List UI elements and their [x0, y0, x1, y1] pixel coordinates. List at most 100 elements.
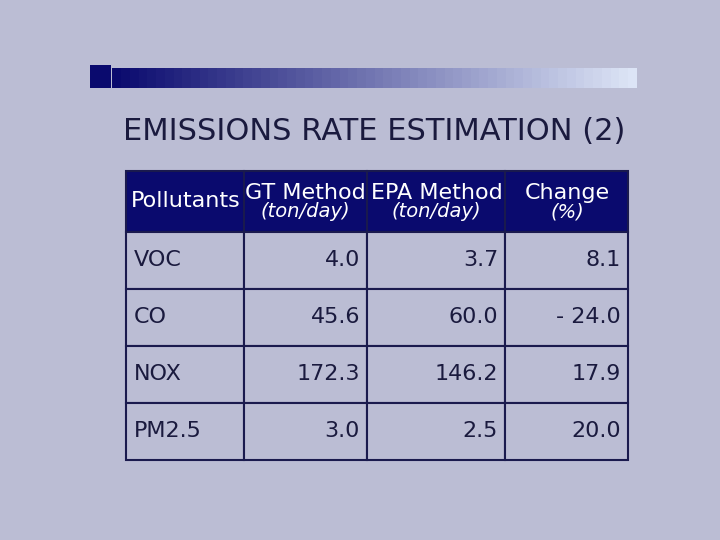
Text: (%): (%) — [550, 202, 584, 221]
Bar — [515, 68, 523, 87]
Text: 4.0: 4.0 — [325, 250, 360, 270]
Bar — [174, 68, 182, 87]
Bar — [418, 68, 427, 87]
Bar — [313, 68, 322, 87]
Bar — [462, 68, 471, 87]
Bar — [126, 403, 244, 460]
Text: 2.5: 2.5 — [463, 421, 498, 441]
Bar — [505, 403, 629, 460]
Text: 17.9: 17.9 — [572, 364, 621, 384]
Text: 60.0: 60.0 — [449, 307, 498, 327]
Text: 8.1: 8.1 — [586, 250, 621, 270]
Bar — [401, 68, 410, 87]
Text: - 24.0: - 24.0 — [557, 307, 621, 327]
Bar — [296, 68, 305, 87]
Bar — [244, 346, 367, 403]
Text: 45.6: 45.6 — [310, 307, 360, 327]
Bar — [602, 68, 611, 87]
Bar — [558, 68, 567, 87]
Text: GT Method: GT Method — [246, 183, 366, 203]
Bar — [367, 346, 505, 403]
Bar — [244, 403, 367, 460]
Bar — [226, 68, 235, 87]
Bar — [532, 68, 541, 87]
Bar — [628, 68, 637, 87]
Bar — [209, 68, 217, 87]
Bar — [331, 68, 340, 87]
Bar — [505, 171, 629, 232]
Bar — [235, 68, 243, 87]
Bar — [182, 68, 191, 87]
Bar — [126, 288, 244, 346]
Bar — [340, 68, 348, 87]
Bar — [252, 68, 261, 87]
Bar — [156, 68, 165, 87]
Text: (ton/day): (ton/day) — [261, 202, 351, 221]
Text: EMISSIONS RATE ESTIMATION (2): EMISSIONS RATE ESTIMATION (2) — [124, 117, 626, 146]
Bar — [505, 288, 629, 346]
Bar — [126, 171, 244, 232]
Bar — [367, 171, 505, 232]
Bar — [383, 68, 392, 87]
Bar — [348, 68, 357, 87]
Bar — [427, 68, 436, 87]
Text: 146.2: 146.2 — [435, 364, 498, 384]
Text: Pollutants: Pollutants — [130, 191, 240, 211]
Bar — [454, 68, 462, 87]
Bar — [619, 68, 628, 87]
Bar — [585, 68, 593, 87]
Bar — [488, 68, 497, 87]
Bar — [366, 68, 374, 87]
Bar — [374, 68, 383, 87]
Bar — [279, 68, 287, 87]
Bar — [549, 68, 558, 87]
Bar — [244, 288, 367, 346]
Text: 3.0: 3.0 — [325, 421, 360, 441]
Text: 20.0: 20.0 — [572, 421, 621, 441]
Bar — [392, 68, 401, 87]
Text: VOC: VOC — [133, 250, 181, 270]
Bar — [367, 232, 505, 288]
Bar — [471, 68, 480, 87]
Bar — [191, 68, 199, 87]
Bar — [138, 68, 148, 87]
Bar — [287, 68, 296, 87]
Text: 172.3: 172.3 — [297, 364, 360, 384]
Bar — [243, 68, 252, 87]
Bar — [505, 346, 629, 403]
Bar — [410, 68, 418, 87]
Bar — [593, 68, 602, 87]
Bar — [126, 346, 244, 403]
Bar — [505, 68, 515, 87]
Text: EPA Method: EPA Method — [371, 183, 503, 203]
Bar — [322, 68, 331, 87]
Bar — [270, 68, 279, 87]
Text: (ton/day): (ton/day) — [392, 202, 481, 221]
Bar — [367, 288, 505, 346]
Bar — [480, 68, 488, 87]
Bar — [112, 68, 121, 87]
Text: NOX: NOX — [133, 364, 181, 384]
Bar — [130, 68, 138, 87]
Bar — [505, 232, 629, 288]
Bar — [121, 68, 130, 87]
Text: PM2.5: PM2.5 — [133, 421, 202, 441]
Bar — [541, 68, 549, 87]
Bar — [126, 232, 244, 288]
Bar — [576, 68, 585, 87]
Text: Change: Change — [524, 183, 610, 203]
Bar — [165, 68, 174, 87]
Bar — [611, 68, 619, 87]
Bar — [90, 65, 111, 87]
Bar — [523, 68, 532, 87]
Bar — [357, 68, 366, 87]
Bar — [244, 171, 367, 232]
Bar — [217, 68, 226, 87]
Bar — [199, 68, 209, 87]
Bar — [497, 68, 505, 87]
Text: 3.7: 3.7 — [463, 250, 498, 270]
Bar — [367, 403, 505, 460]
Bar — [436, 68, 444, 87]
Bar — [261, 68, 270, 87]
Bar — [244, 232, 367, 288]
